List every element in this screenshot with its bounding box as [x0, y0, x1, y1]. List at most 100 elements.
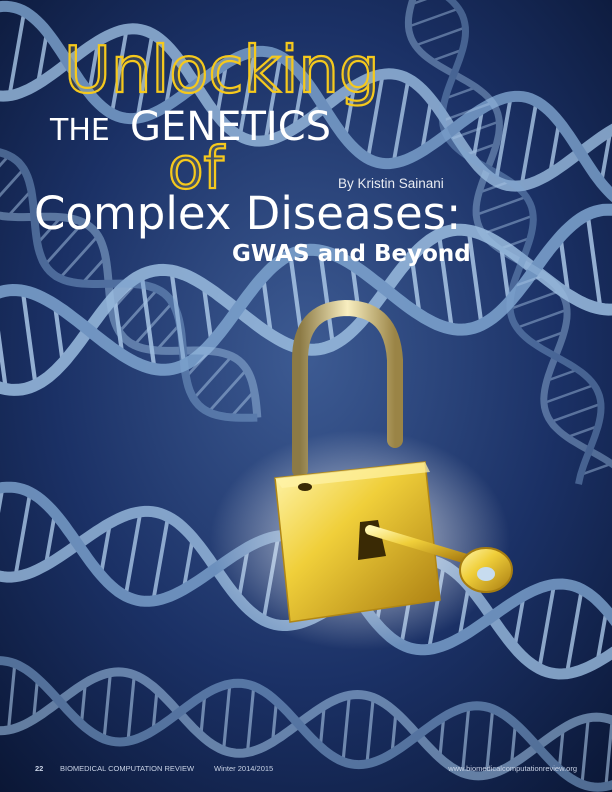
title-the: THE [49, 113, 110, 148]
rung [366, 73, 385, 159]
rung [126, 674, 136, 742]
rung [43, 221, 85, 266]
rung [245, 686, 256, 753]
rung [6, 663, 17, 731]
rung [448, 120, 500, 141]
rung [537, 584, 557, 670]
rung [564, 588, 584, 674]
helix [0, 656, 612, 792]
rung [595, 609, 609, 663]
strand [0, 223, 612, 396]
rung [52, 304, 65, 364]
rung [0, 154, 10, 168]
byline: By Kristin Sainani [338, 176, 444, 191]
rung [215, 63, 229, 116]
rung [516, 308, 568, 329]
rung [365, 697, 375, 764]
rung [532, 330, 565, 345]
rung [341, 695, 351, 762]
rung [391, 78, 411, 164]
strand [0, 656, 612, 792]
helix [0, 0, 612, 203]
rung [441, 101, 493, 122]
rung [32, 678, 40, 720]
page-number: 22 [35, 764, 43, 773]
rung [494, 96, 513, 182]
rung [498, 244, 511, 304]
rung [135, 33, 155, 119]
rung [43, 512, 57, 566]
rung [558, 236, 571, 296]
rung [20, 290, 38, 386]
rung [192, 355, 233, 400]
lock-hole [298, 483, 312, 491]
rung [343, 85, 357, 139]
rung [580, 717, 590, 785]
rung [222, 683, 232, 751]
rung [543, 383, 595, 405]
strand [0, 203, 612, 376]
rung [35, 31, 49, 85]
rung [98, 522, 112, 576]
strand [0, 667, 612, 781]
rung [0, 487, 5, 514]
rung [151, 516, 170, 602]
rung [408, 7, 460, 28]
rung [585, 214, 603, 310]
issue: Winter 2014/2015 [214, 764, 273, 773]
rung [201, 284, 214, 344]
rung [123, 511, 143, 597]
rung [133, 301, 174, 347]
rung [519, 100, 539, 186]
rung [548, 121, 562, 175]
key-shaft [365, 525, 475, 565]
lock-top [275, 462, 430, 488]
rung [109, 29, 129, 114]
rung [436, 234, 454, 330]
rung [498, 236, 531, 251]
helix [404, 0, 612, 485]
rung [414, 26, 466, 47]
rung [58, 234, 100, 280]
rung [181, 537, 195, 590]
title-of: of [168, 134, 225, 202]
rung [466, 230, 484, 326]
rung [475, 195, 527, 216]
rung [229, 390, 256, 419]
rung [118, 288, 159, 333]
title-complex-diseases: Complex Diseases: [34, 187, 461, 240]
rung [431, 48, 463, 62]
rung [318, 250, 335, 346]
rung [199, 694, 207, 736]
rung [410, 0, 428, 6]
rung [546, 368, 579, 382]
rung [110, 283, 137, 312]
rung [471, 108, 485, 161]
rung [566, 424, 599, 439]
rung [409, 256, 422, 316]
rung [79, 682, 87, 725]
rung [604, 719, 612, 787]
key-bow-hole [477, 567, 495, 581]
rung [465, 142, 497, 157]
rung [36, 216, 63, 245]
rung [261, 276, 274, 336]
rung [237, 51, 257, 137]
rung [420, 99, 434, 152]
rung [318, 705, 326, 747]
strand [0, 148, 258, 422]
rung [80, 256, 107, 285]
rung [580, 462, 612, 476]
rung [185, 350, 211, 379]
rung [599, 130, 612, 184]
strand [0, 0, 612, 203]
strand [404, 0, 612, 469]
rung [512, 274, 545, 288]
rung [7, 11, 27, 96]
helix [0, 148, 262, 422]
rung [484, 708, 495, 776]
rung [0, 330, 8, 390]
rung [509, 723, 517, 765]
